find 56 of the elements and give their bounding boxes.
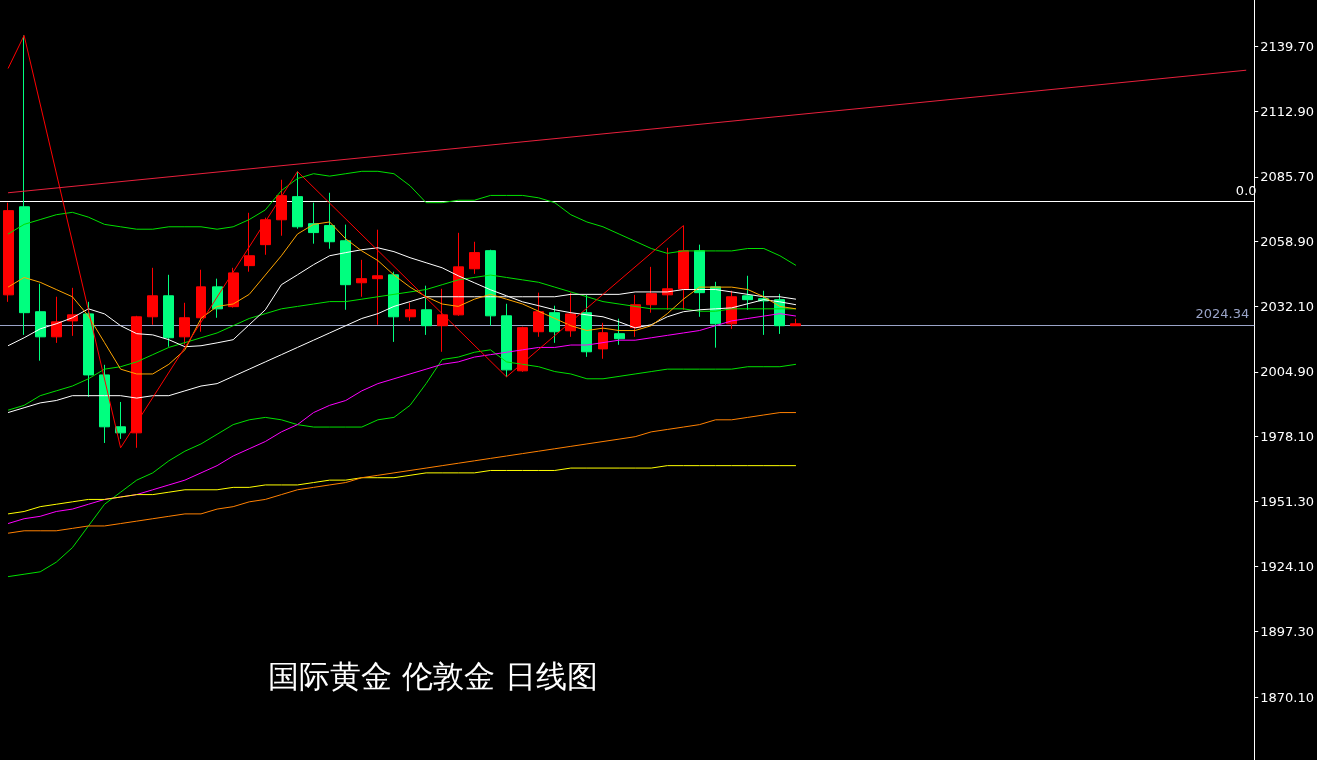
- candlestick: [469, 241, 480, 275]
- candlestick: [147, 267, 158, 326]
- candlestick: [179, 302, 190, 346]
- candlestick: [228, 267, 239, 309]
- line-series: [7, 349, 797, 578]
- y-tick-label: 1870.10: [1260, 689, 1315, 705]
- y-tick-label: 1951.30: [1260, 493, 1315, 509]
- candlestick: [115, 401, 126, 440]
- y-tick-label: 2085.70: [1260, 169, 1315, 185]
- candlestick: [549, 305, 560, 344]
- candlestick: [614, 318, 625, 346]
- candlestick: [356, 259, 367, 298]
- line-series: [7, 313, 797, 525]
- candlestick: [3, 202, 14, 303]
- y-tick-label: 2032.10: [1260, 298, 1315, 314]
- candlestick: [244, 212, 255, 273]
- candlestick: [163, 274, 174, 348]
- line-series: [7, 465, 797, 515]
- candlestick: [51, 296, 62, 344]
- candlestick: [598, 322, 608, 360]
- candlestick: [388, 271, 399, 343]
- candlestick: [437, 288, 448, 353]
- text: 国际黄金 伦敦金 日线图: [268, 657, 598, 694]
- candlestick: [196, 269, 206, 333]
- candlestick: [260, 217, 271, 256]
- candlestick: [83, 301, 94, 398]
- y-tick-label: 1897.30: [1260, 623, 1315, 639]
- candlestick: [694, 244, 705, 318]
- y-tick-label: 2004.90: [1260, 364, 1315, 380]
- y-tick-label: 2058.90: [1260, 234, 1315, 250]
- candlestick: [35, 283, 46, 362]
- candlestick: [372, 229, 383, 326]
- ref-line-label: 2024.34: [1195, 305, 1250, 321]
- y-tick-label: 2139.70: [1260, 39, 1315, 55]
- candlestick: [276, 179, 287, 237]
- candlestick: [340, 224, 351, 311]
- candlestick: [292, 171, 303, 230]
- candlestick: [501, 303, 512, 378]
- y-tick-label: 1924.10: [1260, 559, 1315, 575]
- line-series: [7, 412, 797, 534]
- candlestick: [790, 318, 801, 327]
- candlestick: [581, 294, 592, 358]
- candlestick: [533, 292, 544, 338]
- candlestick: [742, 275, 753, 311]
- candlestick: [308, 202, 319, 245]
- candlestick: [421, 285, 432, 336]
- y-tick-label: 2112.90: [1260, 103, 1315, 119]
- line-series: [7, 170, 797, 266]
- candlestick: [517, 326, 528, 373]
- line-series: [7, 221, 797, 375]
- candlestick: [485, 249, 496, 327]
- candlestick: [99, 364, 110, 444]
- candlestick: [405, 302, 416, 322]
- y-tick-label: 1978.10: [1260, 428, 1315, 444]
- candlestick: [324, 192, 335, 250]
- candlestick: [646, 266, 657, 314]
